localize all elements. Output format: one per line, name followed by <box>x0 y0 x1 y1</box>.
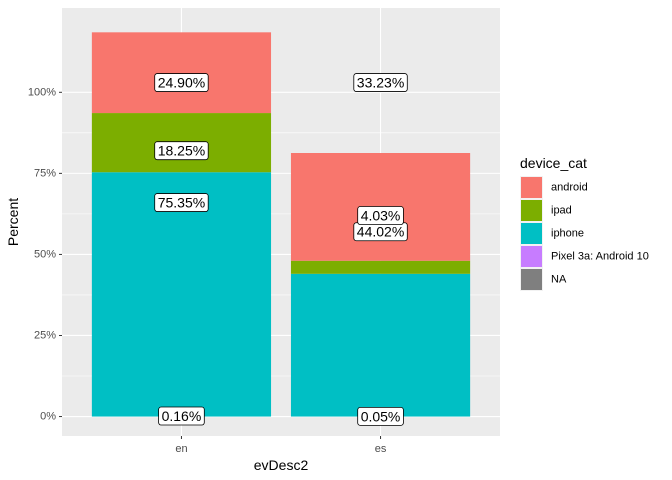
data-label-layer: 0.16% 75.35% 18.25% 24.90% 0.05% 44.02%4.03% 3… <box>154 73 408 426</box>
legend-swatch <box>521 246 542 267</box>
data-label: 0.16% <box>158 406 205 426</box>
y-tick-label: 50% <box>34 248 56 260</box>
bar-segment-en-iphone <box>91 172 272 417</box>
data-label-box <box>154 141 209 161</box>
data-label: 4.03% <box>357 206 404 225</box>
data-label-box <box>357 406 404 426</box>
data-label-text: 75.35% <box>158 195 205 211</box>
x-tick-label: en <box>175 443 187 455</box>
legend-label: iphone <box>551 228 584 240</box>
y-tick-label: 25% <box>34 329 56 341</box>
data-label: 33.23% <box>353 73 408 92</box>
legend-title: device_cat <box>520 155 587 171</box>
data-label-box <box>353 73 408 92</box>
x-tick-label: es <box>375 443 387 455</box>
data-label: 44.02% <box>353 222 408 242</box>
data-label: 0.05% <box>357 406 404 426</box>
legend-label: Pixel 3a: Android 10 <box>551 251 649 263</box>
data-label-text: 0.05% <box>361 408 401 424</box>
data-label-text: 4.03% <box>361 208 401 224</box>
legend-swatch <box>521 269 542 290</box>
legend-swatch <box>521 223 542 244</box>
y-tick-label: 0% <box>40 411 56 423</box>
axis-layer: 0% 25% 50% 75% 100% en es <box>28 86 387 455</box>
data-label-text: 18.25% <box>158 143 205 159</box>
legend: device_cat android ipad iphone Pixel 3a: An… <box>520 155 649 291</box>
data-label: 75.35% <box>154 193 209 212</box>
y-tick-label: 75% <box>34 167 56 179</box>
data-label-box <box>154 193 209 212</box>
legend-label: ipad <box>551 205 572 217</box>
legend-swatch <box>521 177 542 198</box>
data-label-text: 0.16% <box>162 408 202 424</box>
data-label: 18.25% <box>154 141 209 161</box>
data-label-box <box>154 73 209 92</box>
bar-layer <box>91 32 471 417</box>
bar-segment-es-ipad <box>290 260 471 274</box>
data-label-text: 44.02% <box>357 224 404 240</box>
y-axis-title: Percent <box>5 198 21 246</box>
data-label-box <box>158 406 205 426</box>
x-axis-title: evDesc2 <box>254 457 309 473</box>
bar-segment-en-android <box>91 32 272 114</box>
legend-swatch <box>521 200 542 221</box>
data-label-text: 33.23% <box>357 75 404 91</box>
legend-label: NA <box>551 274 567 286</box>
data-label-text: 24.90% <box>158 75 205 91</box>
bar-segment-es-iphone <box>290 273 471 417</box>
data-label: 24.90% <box>154 73 209 92</box>
data-label-box <box>357 206 404 225</box>
y-tick-label: 100% <box>28 86 56 98</box>
legend-label: android <box>551 182 588 194</box>
